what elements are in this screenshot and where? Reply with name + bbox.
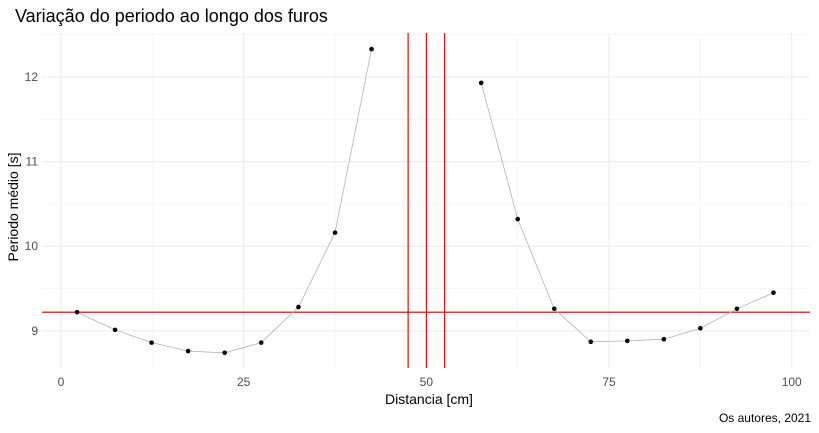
y-tick-label: 10 bbox=[25, 239, 39, 253]
data-point bbox=[258, 340, 264, 345]
x-tick-label: 75 bbox=[602, 375, 616, 389]
series-lines bbox=[76, 49, 774, 354]
chart-caption: Os autores, 2021 bbox=[718, 411, 811, 425]
data-point bbox=[185, 348, 191, 354]
x-tick-label: 0 bbox=[58, 375, 65, 389]
x-axis-title: Distancia [cm] bbox=[385, 391, 473, 407]
data-point bbox=[625, 338, 630, 344]
y-tick-label: 12 bbox=[25, 70, 39, 84]
data-point bbox=[296, 304, 301, 310]
data-point bbox=[698, 325, 703, 331]
data-point bbox=[74, 309, 80, 315]
data-point bbox=[112, 327, 118, 333]
y-axis-ticks: 9 10 11 12 bbox=[25, 70, 39, 338]
x-tick-label: 25 bbox=[237, 375, 251, 389]
data-point bbox=[734, 306, 740, 312]
reference-lines bbox=[42, 33, 810, 368]
x-tick-label: 100 bbox=[782, 375, 802, 389]
data-point bbox=[149, 340, 154, 345]
series-line bbox=[76, 49, 372, 354]
x-axis-ticks: 0 25 50 75 100 bbox=[58, 375, 802, 389]
data-point bbox=[551, 306, 557, 312]
data-point bbox=[478, 80, 484, 86]
series-line bbox=[480, 82, 774, 343]
data-point bbox=[332, 230, 338, 235]
y-tick-label: 9 bbox=[31, 324, 38, 338]
data-point bbox=[515, 216, 521, 222]
data-point bbox=[588, 339, 594, 345]
x-tick-label: 50 bbox=[420, 375, 434, 389]
y-axis-title: Periodo médio [s] bbox=[5, 153, 21, 262]
data-point bbox=[222, 350, 227, 356]
data-point bbox=[661, 336, 667, 342]
data-points bbox=[74, 46, 776, 356]
data-point bbox=[771, 290, 776, 296]
y-tick-label: 11 bbox=[26, 155, 39, 169]
chart-title: Variação do periodo ao longo dos furos bbox=[15, 6, 328, 26]
data-point bbox=[369, 46, 374, 52]
